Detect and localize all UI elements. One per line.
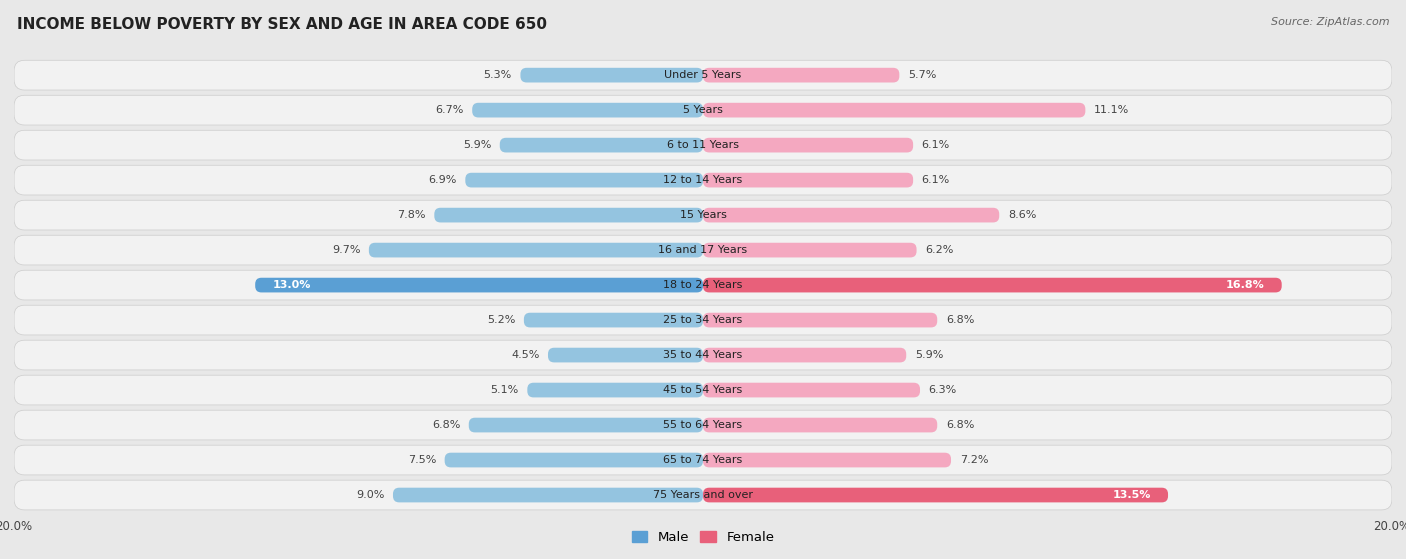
Text: 65 to 74 Years: 65 to 74 Years xyxy=(664,455,742,465)
Text: 5.3%: 5.3% xyxy=(484,70,512,80)
Text: 75 Years and over: 75 Years and over xyxy=(652,490,754,500)
Text: 15 Years: 15 Years xyxy=(679,210,727,220)
FancyBboxPatch shape xyxy=(14,480,1392,510)
Text: 25 to 34 Years: 25 to 34 Years xyxy=(664,315,742,325)
Text: 7.5%: 7.5% xyxy=(408,455,436,465)
FancyBboxPatch shape xyxy=(392,487,703,503)
FancyBboxPatch shape xyxy=(14,340,1392,370)
Text: 6.7%: 6.7% xyxy=(436,105,464,115)
FancyBboxPatch shape xyxy=(14,130,1392,160)
FancyBboxPatch shape xyxy=(527,383,703,397)
Text: 9.7%: 9.7% xyxy=(332,245,360,255)
Text: 13.5%: 13.5% xyxy=(1112,490,1152,500)
Text: 5.9%: 5.9% xyxy=(463,140,491,150)
Text: 4.5%: 4.5% xyxy=(510,350,540,360)
Text: 5.9%: 5.9% xyxy=(915,350,943,360)
Text: 6.3%: 6.3% xyxy=(928,385,957,395)
FancyBboxPatch shape xyxy=(14,305,1392,335)
FancyBboxPatch shape xyxy=(14,165,1392,195)
FancyBboxPatch shape xyxy=(14,95,1392,125)
Text: Source: ZipAtlas.com: Source: ZipAtlas.com xyxy=(1271,17,1389,27)
FancyBboxPatch shape xyxy=(703,68,900,83)
FancyBboxPatch shape xyxy=(703,103,1085,117)
FancyBboxPatch shape xyxy=(703,383,920,397)
FancyBboxPatch shape xyxy=(703,487,1168,503)
FancyBboxPatch shape xyxy=(703,418,938,433)
Text: 55 to 64 Years: 55 to 64 Years xyxy=(664,420,742,430)
FancyBboxPatch shape xyxy=(703,208,1000,222)
Text: 13.0%: 13.0% xyxy=(273,280,311,290)
Text: 9.0%: 9.0% xyxy=(356,490,384,500)
Text: 6.8%: 6.8% xyxy=(946,420,974,430)
FancyBboxPatch shape xyxy=(703,138,912,153)
FancyBboxPatch shape xyxy=(524,312,703,328)
FancyBboxPatch shape xyxy=(14,60,1392,90)
Text: 18 to 24 Years: 18 to 24 Years xyxy=(664,280,742,290)
Text: 7.8%: 7.8% xyxy=(398,210,426,220)
FancyBboxPatch shape xyxy=(468,418,703,433)
Text: 5.1%: 5.1% xyxy=(491,385,519,395)
FancyBboxPatch shape xyxy=(368,243,703,258)
FancyBboxPatch shape xyxy=(14,200,1392,230)
Text: 6.1%: 6.1% xyxy=(922,175,950,185)
Text: 35 to 44 Years: 35 to 44 Years xyxy=(664,350,742,360)
FancyBboxPatch shape xyxy=(499,138,703,153)
Text: 11.1%: 11.1% xyxy=(1094,105,1129,115)
Text: 7.2%: 7.2% xyxy=(960,455,988,465)
Text: 8.6%: 8.6% xyxy=(1008,210,1036,220)
Text: 16.8%: 16.8% xyxy=(1226,280,1264,290)
Text: 5 Years: 5 Years xyxy=(683,105,723,115)
FancyBboxPatch shape xyxy=(14,410,1392,440)
Text: Under 5 Years: Under 5 Years xyxy=(665,70,741,80)
FancyBboxPatch shape xyxy=(703,243,917,258)
FancyBboxPatch shape xyxy=(520,68,703,83)
Text: 5.2%: 5.2% xyxy=(486,315,515,325)
FancyBboxPatch shape xyxy=(14,235,1392,265)
FancyBboxPatch shape xyxy=(548,348,703,362)
FancyBboxPatch shape xyxy=(14,445,1392,475)
FancyBboxPatch shape xyxy=(465,173,703,187)
Text: 6 to 11 Years: 6 to 11 Years xyxy=(666,140,740,150)
FancyBboxPatch shape xyxy=(256,278,703,292)
Text: 6.8%: 6.8% xyxy=(432,420,460,430)
Text: 16 and 17 Years: 16 and 17 Years xyxy=(658,245,748,255)
FancyBboxPatch shape xyxy=(703,173,912,187)
FancyBboxPatch shape xyxy=(14,375,1392,405)
Text: 6.9%: 6.9% xyxy=(429,175,457,185)
FancyBboxPatch shape xyxy=(703,348,907,362)
Text: INCOME BELOW POVERTY BY SEX AND AGE IN AREA CODE 650: INCOME BELOW POVERTY BY SEX AND AGE IN A… xyxy=(17,17,547,32)
Text: 45 to 54 Years: 45 to 54 Years xyxy=(664,385,742,395)
Text: 12 to 14 Years: 12 to 14 Years xyxy=(664,175,742,185)
Text: 6.2%: 6.2% xyxy=(925,245,953,255)
FancyBboxPatch shape xyxy=(703,453,950,467)
FancyBboxPatch shape xyxy=(444,453,703,467)
FancyBboxPatch shape xyxy=(14,270,1392,300)
Text: 5.7%: 5.7% xyxy=(908,70,936,80)
Legend: Male, Female: Male, Female xyxy=(626,525,780,549)
FancyBboxPatch shape xyxy=(703,278,1282,292)
FancyBboxPatch shape xyxy=(472,103,703,117)
FancyBboxPatch shape xyxy=(703,312,938,328)
Text: 6.1%: 6.1% xyxy=(922,140,950,150)
FancyBboxPatch shape xyxy=(434,208,703,222)
Text: 6.8%: 6.8% xyxy=(946,315,974,325)
